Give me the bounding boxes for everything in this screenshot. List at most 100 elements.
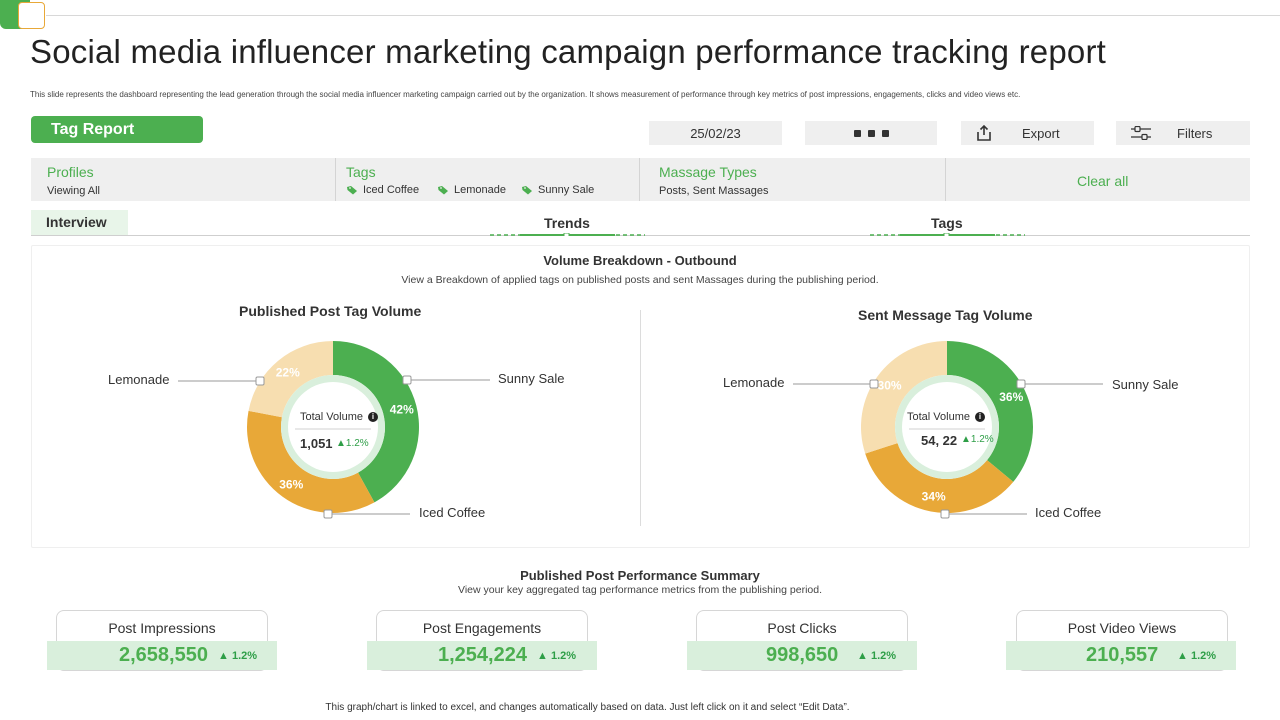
slice-iced-coffee[interactable] (247, 410, 375, 513)
callout-marker (869, 379, 879, 389)
trends-indicator (490, 233, 645, 236)
tag-chip-lemonade[interactable]: Lemonade (437, 184, 506, 196)
profiles-value: Viewing All (47, 185, 100, 197)
slice-sunny-sale[interactable] (947, 341, 1033, 482)
callout-sunny-sale: Sunny Sale (1112, 377, 1179, 392)
date-value: 25/02/23 (690, 125, 741, 141)
tag-icon (522, 186, 532, 195)
callout-sunny-sale: Sunny Sale (498, 371, 565, 386)
center-change: ▲1.2% (961, 434, 994, 445)
kpi-change: ▲ 1.2% (537, 650, 576, 662)
filter-divider (945, 158, 946, 201)
kpi-change: ▲ 1.2% (218, 650, 257, 662)
clear-all-button[interactable]: Clear all (1077, 173, 1129, 189)
slice-lemonade[interactable] (248, 341, 333, 418)
dot-icon (853, 129, 861, 137)
message-types-label: Massage Types (659, 164, 757, 180)
tags-indicator (870, 233, 1025, 236)
tag-chip-label: Iced Coffee (363, 184, 420, 196)
callout-lemonade: Lemonade (723, 375, 785, 390)
tab-interview[interactable]: Interview (31, 210, 128, 235)
center-change-value: 1.2% (345, 438, 369, 449)
slice-sunny-sale[interactable] (333, 341, 419, 503)
slice-label: 22% (276, 365, 300, 379)
export-icon (977, 124, 991, 141)
profiles-label: Profiles (47, 164, 94, 180)
center-change: ▲1.2% (336, 438, 369, 449)
sliders-icon (1131, 126, 1151, 140)
callout-marker (1016, 379, 1026, 389)
slice-iced-coffee[interactable] (865, 443, 1014, 513)
callout-marker (255, 376, 265, 386)
slice-label: 36% (999, 390, 1023, 404)
kpi-label: Post Impressions (108, 620, 216, 636)
slice-label: 30% (878, 378, 902, 392)
corner-decoration (0, 0, 46, 29)
kpi-label: Post Video Views (1067, 620, 1177, 636)
up-arrow-icon: ▲ (961, 434, 971, 445)
kpi-value: 2,658,550 (119, 644, 208, 666)
up-arrow-icon: ▲ (336, 438, 346, 449)
callout-iced-coffee: Iced Coffee (419, 505, 486, 520)
center-label-text: Total Volume (907, 411, 970, 423)
more-options-button[interactable] (805, 121, 937, 145)
page-subtitle: This slide represents the dashboard repr… (30, 90, 1021, 99)
chart-title: Sent Message Tag Volume (858, 307, 1033, 323)
kpi-band (367, 641, 597, 670)
kpi-value: 210,557 (1086, 644, 1159, 666)
filters-button[interactable]: Filters (1116, 121, 1250, 145)
tag-icon (347, 186, 357, 195)
panel-divider (640, 310, 641, 526)
up-arrow-icon: ▲ (1177, 650, 1191, 662)
tag-chip-label: Lemonade (454, 184, 506, 196)
tag-report-button[interactable]: Tag Report (31, 116, 203, 143)
info-icon[interactable]: i (974, 412, 985, 423)
center-value: 54, 22 (921, 433, 958, 448)
tag-chip-iced-coffee[interactable]: Iced Coffee (346, 184, 419, 196)
kpi-change-value: 1.2% (1190, 650, 1217, 662)
volume-breakdown-panel (31, 245, 1250, 548)
footer-note: This graph/chart is linked to excel, and… (325, 702, 850, 713)
up-arrow-icon: ▲ (537, 650, 551, 662)
filters-label: Filters (1177, 126, 1213, 141)
performance-title: Published Post Performance Summary (520, 568, 760, 583)
kpi-band (47, 641, 277, 670)
tag-chip-sunny-sale[interactable]: Sunny Sale (521, 184, 594, 196)
callout-marker (940, 509, 950, 519)
callout-lemonade: Lemonade (108, 372, 170, 387)
tab-tags[interactable]: Tags (931, 215, 963, 231)
performance-subtitle: View your key aggregated tag performance… (458, 584, 822, 596)
export-button[interactable]: Export (961, 121, 1094, 145)
kpi-change-value: 1.2% (870, 650, 897, 662)
center-disc (288, 382, 378, 472)
callout-marker (323, 509, 333, 519)
center-label: Total Volume i (300, 411, 378, 423)
dot-icon (867, 129, 875, 137)
tag-chip-label: Sunny Sale (538, 184, 595, 196)
dot-icon (881, 129, 889, 137)
kpi-change-value: 1.2% (231, 650, 258, 662)
slice-label: 34% (922, 490, 946, 504)
slice-lemonade[interactable] (861, 340, 947, 454)
center-label: Total Volume i (907, 411, 985, 423)
tags-label: Tags (346, 164, 376, 180)
kpi-change: ▲ 1.2% (1177, 650, 1216, 662)
up-arrow-icon: ▲ (218, 650, 232, 662)
tab-trends[interactable]: Trends (544, 215, 590, 231)
up-arrow-icon: ▲ (857, 650, 871, 662)
chart-title: Published Post Tag Volume (239, 303, 422, 319)
callout-marker (402, 375, 412, 385)
volume-breakdown-title: Volume Breakdown - Outbound (543, 253, 737, 268)
slice-label: 36% (279, 477, 303, 491)
info-icon[interactable]: i (367, 412, 378, 423)
kpi-band (687, 641, 917, 670)
kpi-value: 998,650 (766, 644, 839, 666)
date-picker[interactable]: 25/02/23 (649, 121, 782, 145)
kpi-change: ▲ 1.2% (857, 650, 896, 662)
center-change-value: 1.2% (970, 434, 994, 445)
callout-iced-coffee: Iced Coffee (1035, 505, 1102, 520)
filter-divider (335, 158, 336, 201)
page-title: Social media influencer marketing campai… (30, 33, 1107, 70)
